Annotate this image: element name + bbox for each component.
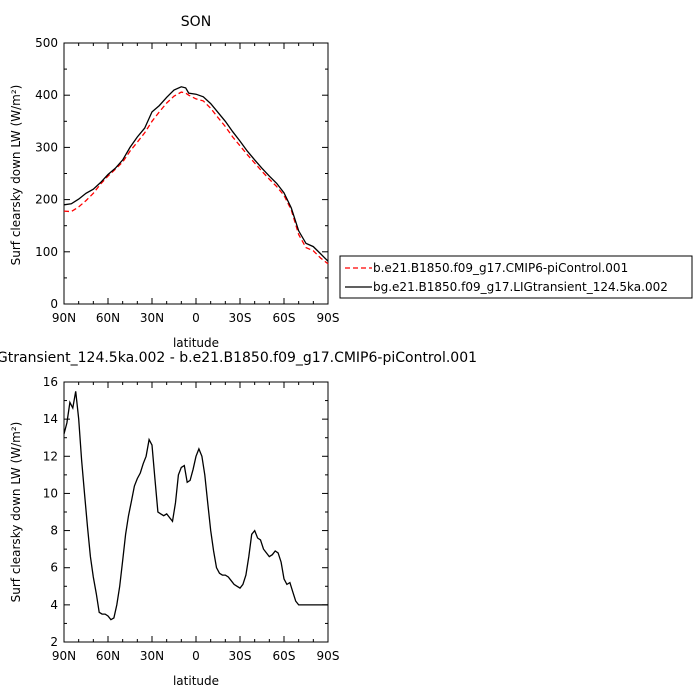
y-tick-label: 8 <box>50 524 58 538</box>
bottom-chart-title: LIGtransient_124.5ka.002 - b.e21.B1850.f… <box>0 350 477 366</box>
top-plot-area: 90N 60N 30N 0 30S 60S 90S 0 100 200 300 400 500 <box>35 36 339 325</box>
legend-label: bg.e21.B1850.f09_g17.LIGtransient_124.5k… <box>373 280 668 294</box>
y-tick-label: 500 <box>35 36 58 50</box>
bottom-plot-area: 90N 60N 30N 0 30S 60S 90S 2 4 6 8 10 12 14 16 <box>43 375 340 663</box>
x-tick-label: 90S <box>317 311 340 325</box>
x-tick-label: 60S <box>273 311 296 325</box>
y-tick-label: 2 <box>50 635 58 649</box>
top-chart-title: SON <box>181 14 211 30</box>
x-tick-label: 90N <box>52 649 76 663</box>
x-tick-label: 30S <box>229 311 252 325</box>
bottom-chart-xlabel: latitude <box>173 674 219 688</box>
series-line-0 <box>63 391 328 621</box>
y-tick-label: 100 <box>35 245 58 259</box>
x-tick-label: 0 <box>192 649 200 663</box>
x-tick-label: 30S <box>229 649 252 663</box>
top-panel: SON Surf clearsky down LW (W/m²) latitud… <box>9 14 693 350</box>
x-tick-label: 60S <box>273 649 296 663</box>
x-tick-label: 60N <box>96 649 120 663</box>
legend-label: b.e21.B1850.f09_g17.CMIP6-piControl.001 <box>373 261 628 275</box>
y-tick-label: 200 <box>35 193 58 207</box>
top-chart-ylabel: Surf clearsky down LW (W/m²) <box>9 85 23 266</box>
x-tick-label: 90N <box>52 311 76 325</box>
top-chart-xlabel: latitude <box>173 336 219 350</box>
x-tick-label: 60N <box>96 311 120 325</box>
y-tick-label: 14 <box>43 412 58 426</box>
x-tick-label: 30N <box>140 649 164 663</box>
legend-box <box>339 255 693 299</box>
y-tick-label: 400 <box>35 88 58 102</box>
bottom-panel: LIGtransient_124.5ka.002 - b.e21.B1850.f… <box>0 350 477 688</box>
x-tick-label: 0 <box>192 311 200 325</box>
bottom-chart-ylabel: Surf clearsky down LW (W/m²) <box>9 422 23 603</box>
x-tick-label: 30N <box>140 311 164 325</box>
y-tick-label: 10 <box>43 486 58 500</box>
y-tick-label: 16 <box>43 375 58 389</box>
y-tick-label: 6 <box>50 561 58 575</box>
y-tick-label: 0 <box>50 297 58 311</box>
top-chart-legend: b.e21.B1850.f09_g17.CMIP6-piControl.001b… <box>339 255 693 299</box>
plot-frame <box>63 381 329 643</box>
y-tick-label: 300 <box>35 140 58 154</box>
y-tick-label: 4 <box>50 598 58 612</box>
plot-frame <box>63 42 329 305</box>
series-line-1 <box>63 86 329 262</box>
series-line-0 <box>63 91 329 265</box>
y-tick-label: 12 <box>43 449 58 463</box>
x-tick-label: 90S <box>317 649 340 663</box>
